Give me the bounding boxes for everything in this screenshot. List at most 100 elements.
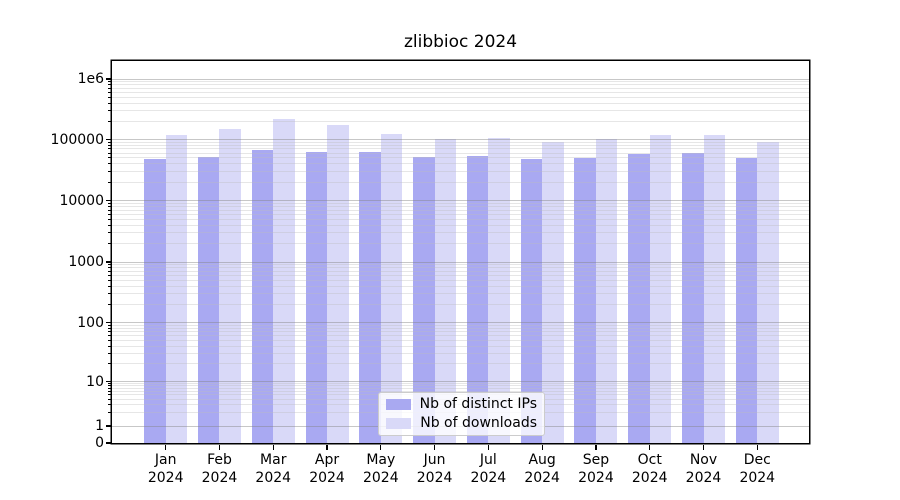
y-minor-tick — [108, 385, 111, 387]
minor-gridline — [112, 203, 809, 205]
y-minor-tick — [108, 209, 111, 211]
y-minor-tick — [108, 285, 111, 287]
minor-gridline — [112, 327, 809, 329]
minor-gridline — [112, 110, 809, 112]
x-tick — [702, 444, 705, 450]
minor-gridline — [112, 84, 809, 86]
x-tick — [434, 444, 436, 450]
minor-gridline — [112, 213, 809, 215]
bar-distinct-ips-jun — [413, 156, 435, 443]
minor-gridline — [112, 209, 809, 211]
y-tick — [105, 200, 111, 202]
bar-distinct-ips-feb — [197, 157, 220, 443]
y-minor-tick — [108, 398, 111, 400]
bar-downloads-dec — [757, 142, 779, 443]
y-tick-label: 1000 — [68, 254, 104, 270]
bar-distinct-ips-aug — [520, 158, 543, 443]
bar-distinct-ips-jan — [144, 158, 166, 443]
x-tick-label: Dec 2024 — [739, 452, 776, 486]
x-tick — [595, 444, 597, 450]
y-minor-tick — [108, 102, 111, 104]
x-tick-label: Apr 2024 — [309, 452, 345, 486]
y-tick-label: 10 — [86, 373, 104, 390]
y-minor-tick — [108, 274, 111, 276]
y-minor-tick — [108, 203, 111, 205]
bar-downloads-aug — [542, 142, 564, 443]
minor-gridline — [112, 218, 809, 220]
minor-gridline — [112, 91, 809, 93]
x-tick — [756, 444, 758, 450]
bar-downloads-jul — [488, 137, 510, 443]
bar-downloads-nov — [703, 134, 725, 443]
minor-gridline — [112, 157, 809, 159]
major-gridline — [112, 78, 809, 80]
minor-gridline — [112, 152, 809, 154]
bar-downloads-apr — [327, 124, 349, 443]
y-minor-tick — [108, 267, 111, 269]
minor-gridline — [112, 181, 809, 183]
y-minor-tick — [108, 412, 111, 414]
x-tick-label: Feb 2024 — [201, 452, 238, 486]
x-tick — [272, 444, 274, 450]
y-minor-tick — [108, 218, 111, 220]
minor-gridline — [112, 171, 809, 173]
minor-gridline — [112, 363, 809, 365]
x-tick-label: Oct 2024 — [631, 452, 668, 486]
y-minor-tick — [108, 339, 111, 341]
x-tick-label: Mar 2024 — [255, 452, 292, 486]
x-tick-label: Sep 2024 — [578, 452, 614, 486]
y-tick — [105, 78, 111, 80]
minor-gridline — [112, 81, 809, 83]
y-minor-tick — [108, 163, 111, 165]
major-gridline — [112, 381, 809, 382]
y-minor-tick — [108, 152, 111, 154]
y-minor-tick — [108, 144, 111, 146]
y-minor-tick — [108, 327, 111, 329]
y-minor-tick — [108, 404, 111, 406]
legend-swatch-downloads — [386, 418, 412, 429]
minor-gridline — [112, 144, 809, 146]
y-tick — [105, 261, 111, 263]
minor-gridline — [112, 335, 809, 337]
y-minor-tick — [108, 383, 111, 385]
bar-downloads-may — [380, 133, 403, 443]
y-tick-label: 0 — [95, 435, 104, 451]
y-minor-tick — [108, 303, 111, 305]
y-minor-tick — [108, 345, 111, 347]
y-minor-tick — [108, 363, 111, 365]
bar-downloads-feb — [219, 129, 241, 443]
x-tick — [218, 444, 221, 450]
y-minor-tick — [108, 264, 111, 266]
minor-gridline — [112, 141, 809, 143]
y-minor-tick — [108, 335, 111, 337]
minor-gridline — [112, 270, 809, 272]
y-minor-tick — [108, 181, 111, 183]
minor-gridline — [112, 279, 809, 281]
bar-downloads-mar — [273, 119, 295, 443]
y-minor-tick — [108, 293, 111, 295]
y-minor-tick — [108, 110, 111, 112]
minor-gridline — [112, 243, 809, 245]
y-minor-tick — [108, 352, 111, 354]
bar-distinct-ips-jul — [466, 155, 489, 443]
y-minor-tick — [108, 279, 111, 281]
legend-item-distinct-ips: Nb of distinct IPs — [386, 396, 537, 413]
minor-gridline — [112, 345, 809, 347]
minor-gridline — [112, 224, 809, 226]
y-minor-tick — [108, 157, 111, 159]
x-tick-label: Jan 2024 — [147, 452, 184, 486]
minor-gridline — [112, 387, 809, 389]
bar-distinct-ips-nov — [682, 152, 704, 443]
y-tick-label: 10000 — [59, 192, 104, 209]
y-minor-tick — [108, 324, 111, 326]
y-minor-tick — [108, 81, 111, 83]
chart-title: zlibbioc 2024 — [403, 32, 518, 52]
y-tick-label: 100000 — [50, 131, 104, 148]
minor-gridline — [112, 293, 809, 295]
y-minor-tick — [108, 387, 111, 389]
y-tick — [105, 322, 111, 324]
bar-downloads-jun — [434, 138, 457, 443]
y-minor-tick — [108, 213, 111, 215]
y-minor-tick — [108, 171, 111, 173]
x-tick-label: May 2024 — [362, 452, 399, 486]
